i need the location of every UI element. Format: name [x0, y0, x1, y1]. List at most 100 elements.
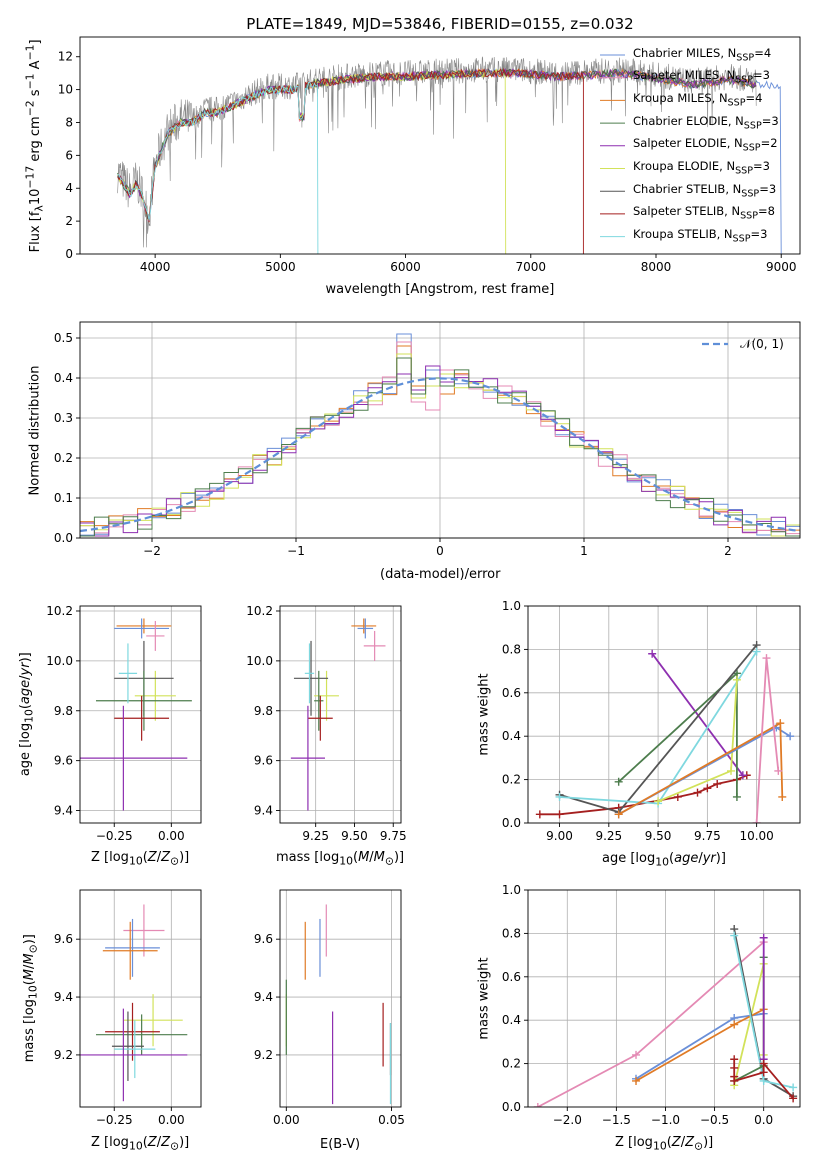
age-vs-z-panel: −0.25 0.00 9.4 9.6 9.8 10.0 10.2 [46, 604, 202, 843]
data-point [786, 732, 795, 741]
axes-frame [527, 605, 801, 824]
axis-label: mass [log10(M/M⊙)] [21, 934, 40, 1063]
axis-label: Flux [fλ10−17 erg cm−2 s−1 A−1] [23, 39, 46, 253]
y-tick-label: 6 [65, 148, 73, 162]
y-tick-label: 1.0 [502, 883, 521, 897]
y-tick-label: 10.2 [246, 604, 273, 618]
data-point [762, 654, 771, 663]
y-tick-label: 10.0 [46, 654, 73, 668]
x-tick-label: 9.00 [546, 829, 573, 843]
spectrum-panel: 4000 5000 6000 7000 8000 9000 0 2 4 6 8 10 12 [58, 36, 801, 274]
axis-label: Normed distribution [27, 365, 43, 495]
y-tick-label: 0.2 [54, 451, 73, 465]
x-tick-label: 2 [724, 544, 732, 558]
data-point [738, 771, 747, 780]
axis-label: E(B-V) [320, 1136, 361, 1152]
x-tick-label: −0.5 [700, 1113, 729, 1127]
y-tick-label: 0.4 [502, 1013, 521, 1027]
x-tick-label: −1 [287, 544, 305, 558]
y-tick-label: 10 [58, 83, 73, 97]
model-spectrum-line [117, 68, 507, 254]
x-tick-label: 0.05 [378, 1113, 405, 1127]
y-tick-label: 2 [65, 214, 73, 228]
legend-label: Salpeter MILES, NSSP=3 [633, 68, 770, 86]
data-point [732, 675, 741, 684]
axis-label: Z [log10(Z/Z⊙)] [91, 850, 190, 868]
x-tick-label: 9.25 [302, 829, 329, 843]
x-tick-label: 0.00 [158, 1113, 185, 1127]
y-tick-label: 0.0 [54, 531, 73, 545]
legend-label: Chabrier STELIB, NSSP=3 [633, 181, 777, 199]
axis-label: mass [log10(M/M⊙)] [276, 850, 405, 868]
data-point [759, 1076, 768, 1085]
data-point [789, 1094, 798, 1103]
axes-frame [79, 889, 202, 1108]
y-tick-label: 9.2 [254, 1048, 273, 1062]
y-tick-label: 0.5 [54, 331, 73, 345]
mass-weight-line [618, 726, 791, 816]
y-tick-label: 0 [65, 247, 73, 261]
x-tick-label: 9.75 [380, 829, 407, 843]
y-tick-label: 0.6 [502, 970, 521, 984]
y-tick-label: 10.0 [246, 654, 273, 668]
plot-content [285, 904, 392, 1105]
x-tick-label: 0.00 [273, 1113, 300, 1127]
gridlines [80, 606, 201, 823]
data-point [778, 792, 787, 801]
y-tick-label: 9.6 [54, 754, 73, 768]
y-tick-label: 0.0 [502, 1100, 521, 1114]
mass-weight-line [537, 941, 765, 1107]
mass-weight-line [618, 671, 738, 797]
x-tick-label: 1 [580, 544, 588, 558]
y-tick-label: 9.6 [254, 754, 273, 768]
x-tick-label: 9000 [766, 260, 797, 274]
y-tick-label: 9.8 [254, 704, 273, 718]
legend-label: Kroupa MILES, NSSP=4 [633, 90, 763, 109]
x-tick-label: 7000 [516, 260, 547, 274]
y-tick-label: 10.2 [46, 604, 73, 618]
axis-label: Z [log10(Z/Z⊙)] [615, 1135, 714, 1153]
x-tick-label: 8000 [641, 260, 672, 274]
data-point [774, 766, 783, 775]
data-point [759, 933, 768, 942]
plot-content [80, 904, 188, 1102]
axis-label: age [log10(age/yr)] [17, 652, 36, 777]
data-point [789, 1083, 798, 1092]
axes-frame [79, 605, 202, 824]
mass-weight-vs-z-panel: −2.0 −1.5 −1.0 −0.5 0.0 0.0 0.2 0.4 0.6 0.8 1.0 [502, 883, 801, 1127]
x-tick-label: 6000 [390, 260, 421, 274]
gridlines [280, 606, 401, 823]
plot-content [80, 618, 192, 811]
axis-label: Z [log10(Z/Z⊙)] [91, 1135, 190, 1153]
mass-weight-line [651, 653, 744, 776]
legend-label: Salpeter ELODIE, NSSP=2 [633, 136, 778, 154]
data-point [759, 1068, 768, 1077]
data-point [614, 777, 623, 786]
data-point [713, 779, 722, 788]
gridlines [80, 322, 800, 539]
data-point [776, 719, 785, 728]
y-tick-label: 9.4 [254, 804, 273, 818]
axis-label: mass weight [476, 956, 492, 1040]
y-tick-label: 9.6 [254, 932, 273, 946]
y-tick-label: 4 [65, 181, 73, 195]
y-tick-label: 0.0 [502, 816, 521, 830]
mass-weight-line [755, 658, 780, 823]
plot-content [80, 333, 800, 537]
figure-title: PLATE=1849, MJD=53846, FIBERID=0155, z=0… [246, 15, 633, 33]
axis-label: wavelength [Angstrom, rest frame] [325, 281, 555, 297]
y-tick-label: 8 [65, 115, 73, 129]
plot-content [290, 618, 386, 811]
legend-label: 𝒩(0, 1) [740, 337, 784, 351]
data-point [535, 810, 544, 819]
data-point [673, 792, 682, 801]
x-tick-label: 9.50 [341, 829, 368, 843]
age-vs-mass-panel: 9.25 9.50 9.75 9.4 9.6 9.8 10.0 10.2 [246, 604, 406, 843]
y-tick-label: 9.4 [254, 990, 273, 1004]
axis-label: (data-model)/error [380, 566, 501, 582]
mass-vs-z-panel: −0.25 0.00 9.2 9.4 9.6 [54, 889, 202, 1127]
x-tick-label: −0.25 [96, 1113, 133, 1127]
data-point [632, 1050, 641, 1059]
axes-frame [279, 889, 402, 1108]
